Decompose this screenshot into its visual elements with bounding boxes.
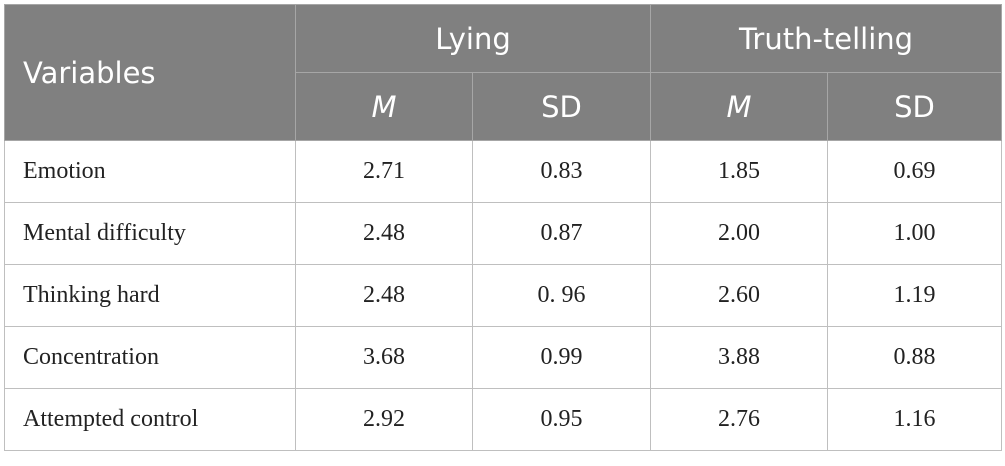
table-row: Attempted control 2.92 0.95 2.76 1.16 bbox=[4, 388, 1003, 451]
value-cell: 2.00 bbox=[650, 202, 829, 265]
value-cell: 1.85 bbox=[650, 140, 829, 203]
value-cell: 1.00 bbox=[827, 202, 1003, 265]
value-cell: 0. 96 bbox=[471, 264, 652, 327]
header-row: Variables Lying Truth-telling bbox=[4, 4, 1003, 141]
value-cell: 0.99 bbox=[471, 326, 652, 389]
row-label: Attempted control bbox=[4, 388, 296, 451]
subheader: SD bbox=[827, 72, 1003, 141]
data-table: Variables Lying Truth-telling M SD M SD … bbox=[4, 4, 1003, 451]
header-cell: Variables bbox=[4, 4, 296, 141]
value-cell: 2.71 bbox=[295, 140, 473, 203]
group-header: Lying bbox=[294, 4, 652, 73]
subheader: SD bbox=[471, 72, 652, 141]
row-label: Concentration bbox=[4, 326, 296, 389]
value-cell: 2.92 bbox=[295, 388, 473, 451]
table-row: Thinking hard 2.48 0. 96 2.60 1.19 bbox=[4, 264, 1003, 327]
value-cell: 0.69 bbox=[827, 140, 1003, 203]
value-cell: 0.88 bbox=[827, 326, 1003, 389]
value-cell: 2.48 bbox=[295, 264, 473, 327]
value-cell: 2.48 bbox=[295, 202, 473, 265]
table-header: Variables Lying Truth-telling M SD M SD bbox=[4, 4, 1003, 141]
table-row: Mental difficulty 2.48 0.87 2.00 1.00 bbox=[4, 202, 1003, 265]
header-row: M SD M SD bbox=[5, 72, 1003, 141]
subheader: M bbox=[650, 72, 829, 141]
value-cell: 3.88 bbox=[650, 326, 829, 389]
table-row: Emotion 2.71 0.83 1.85 0.69 bbox=[4, 140, 1003, 203]
value-cell: 2.76 bbox=[650, 388, 829, 451]
value-cell: 1.19 bbox=[827, 264, 1003, 327]
value-cell: 3.68 bbox=[295, 326, 473, 389]
value-cell: 0.95 bbox=[471, 388, 652, 451]
value-cell: 0.83 bbox=[471, 140, 652, 203]
subheader: M bbox=[295, 72, 473, 141]
value-cell: 1.16 bbox=[827, 388, 1003, 451]
value-cell: 2.60 bbox=[650, 264, 829, 327]
group-header: Truth-telling bbox=[650, 4, 1003, 73]
row-label: Mental difficulty bbox=[4, 202, 296, 265]
row-label: Emotion bbox=[4, 140, 296, 203]
table-row: Concentration 3.68 0.99 3.88 0.88 bbox=[4, 326, 1003, 389]
value-cell: 0.87 bbox=[471, 202, 652, 265]
table-body: Emotion 2.71 0.83 1.85 0.69 Mental difficulty… bbox=[4, 140, 1003, 451]
row-label: Thinking hard bbox=[4, 264, 296, 327]
